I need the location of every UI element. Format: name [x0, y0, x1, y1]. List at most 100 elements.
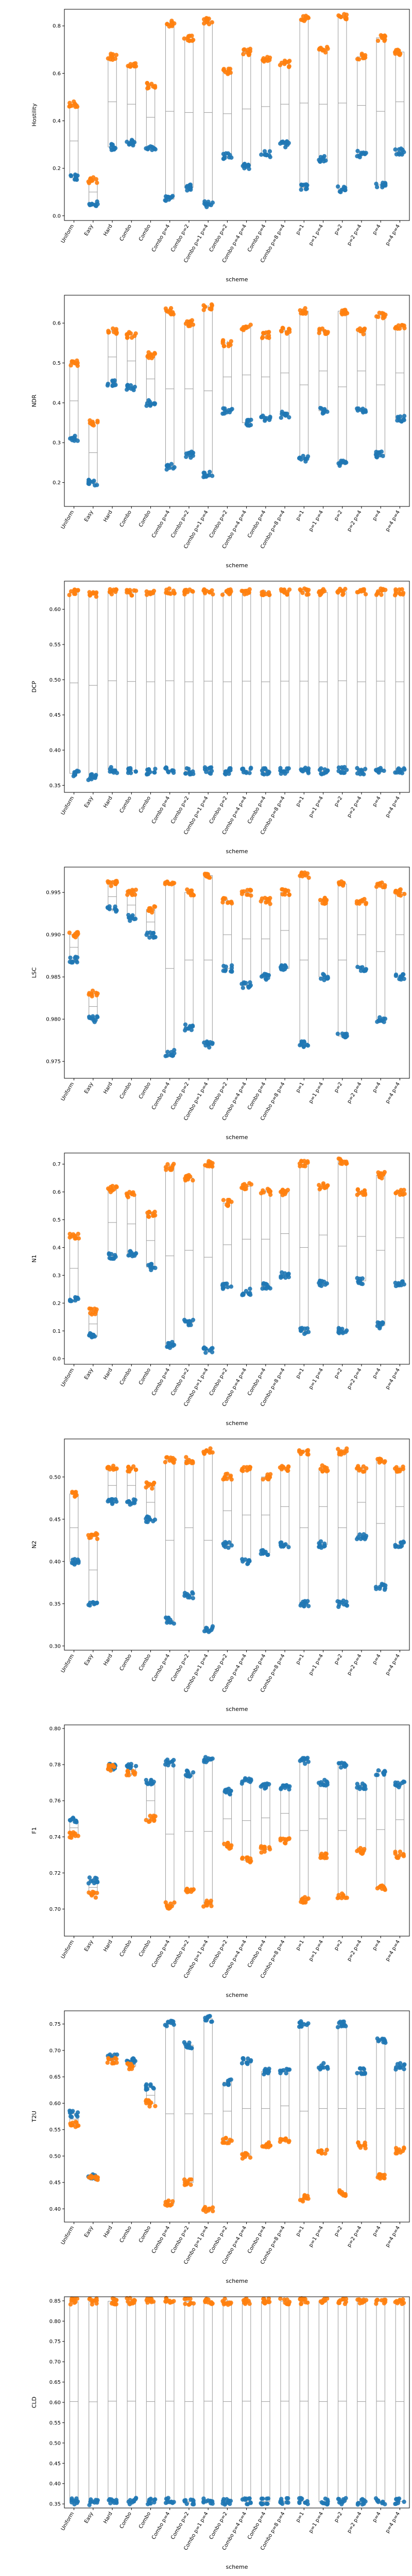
data-point — [268, 902, 272, 906]
y-tick-label: 0.1 — [53, 1329, 61, 1334]
data-point — [207, 2014, 212, 2019]
data-point — [128, 919, 132, 923]
x-axis-label: scheme — [226, 1134, 248, 1141]
data-point — [355, 771, 360, 776]
data-point — [287, 587, 292, 592]
y-tick-label: 0.35 — [49, 1601, 61, 1607]
data-point — [170, 2019, 175, 2024]
data-point — [280, 412, 284, 416]
data-point — [131, 1769, 135, 1773]
data-point — [303, 1161, 308, 1166]
data-point — [115, 2052, 119, 2057]
data-point — [203, 2499, 209, 2504]
data-point — [339, 2024, 344, 2029]
data-point — [225, 1285, 230, 1290]
x-tick-label: Combo — [119, 795, 133, 814]
data-point — [171, 312, 176, 317]
y-tick-label: 0.55 — [49, 2420, 61, 2426]
data-point — [320, 901, 325, 906]
data-point — [208, 1446, 213, 1451]
data-point — [244, 1777, 248, 1782]
data-point — [338, 14, 344, 19]
data-point — [357, 1785, 362, 1789]
data-point — [165, 1344, 169, 1349]
data-point — [88, 592, 92, 597]
data-point — [227, 342, 231, 346]
data-point — [298, 2024, 303, 2028]
data-point — [187, 33, 192, 38]
x-axis-label: scheme — [226, 562, 248, 569]
data-point — [209, 1899, 213, 1903]
data-point — [402, 326, 407, 331]
y-tick-label: 0.5 — [53, 361, 61, 366]
data-point — [169, 1620, 174, 1624]
x-tick-label: Hard — [102, 510, 113, 523]
data-point — [191, 1591, 195, 1596]
x-tick-label: p=1 p=4 — [308, 1653, 324, 1676]
data-point — [319, 766, 323, 771]
data-point — [210, 588, 214, 593]
data-point — [68, 363, 73, 368]
data-point — [248, 1780, 252, 1784]
y-tick-label: 0.60 — [49, 2101, 61, 2107]
data-point — [202, 587, 207, 592]
data-point — [107, 330, 111, 335]
data-point — [106, 1186, 111, 1191]
data-point — [91, 2499, 95, 2504]
x-tick-label: Combo — [138, 224, 152, 242]
x-tick-label: Uniform — [60, 1367, 75, 1388]
data-point — [185, 887, 190, 892]
data-point — [187, 2040, 192, 2045]
data-point — [133, 1467, 138, 1472]
data-point — [363, 2071, 367, 2076]
data-point — [318, 1855, 323, 1860]
data-point — [261, 1477, 265, 1482]
x-tick-label: Uniform — [60, 1081, 75, 1102]
data-point — [131, 2056, 135, 2061]
data-point — [241, 766, 246, 771]
data-point — [322, 329, 328, 334]
data-point — [125, 2061, 130, 2066]
data-point — [287, 327, 292, 332]
y-tick-label: 0.75 — [49, 2022, 61, 2027]
x-tick-label: p=2 p=4 — [346, 795, 363, 819]
data-point — [344, 460, 349, 465]
data-point — [245, 888, 250, 892]
data-point — [396, 1281, 401, 1285]
data-point — [299, 2301, 303, 2307]
data-point — [241, 1291, 246, 1296]
data-point — [278, 2296, 283, 2301]
data-point — [89, 2176, 94, 2180]
data-point — [226, 1844, 230, 1849]
data-point — [152, 83, 158, 89]
data-point — [133, 61, 138, 66]
x-tick-label: Combo p=4 — [247, 510, 267, 539]
x-tick-label: p=4 p=4 — [385, 1939, 401, 1962]
data-point — [325, 2296, 330, 2301]
x-tick-label: Easy — [83, 2225, 94, 2239]
data-point — [266, 1477, 271, 1482]
data-point — [380, 2037, 385, 2041]
data-point — [287, 892, 291, 897]
data-point — [376, 2039, 381, 2044]
x-tick-label: Easy — [83, 2511, 94, 2524]
data-point — [187, 453, 192, 457]
data-point — [114, 1184, 119, 1190]
data-point — [163, 2023, 167, 2027]
data-point — [131, 386, 135, 391]
data-point — [336, 2497, 341, 2501]
data-point — [319, 1281, 323, 1285]
x-tick-label: p=4 — [372, 1653, 382, 1666]
data-point — [279, 1787, 283, 1791]
data-point — [246, 1291, 251, 1296]
data-point — [243, 2298, 247, 2303]
data-point — [323, 2151, 328, 2156]
data-point — [265, 55, 270, 59]
data-point — [398, 887, 403, 892]
data-point — [87, 1306, 92, 1311]
data-point — [188, 1323, 193, 1327]
data-point — [73, 955, 78, 959]
x-tick-label: p=2 — [333, 795, 344, 808]
data-point — [229, 963, 234, 968]
